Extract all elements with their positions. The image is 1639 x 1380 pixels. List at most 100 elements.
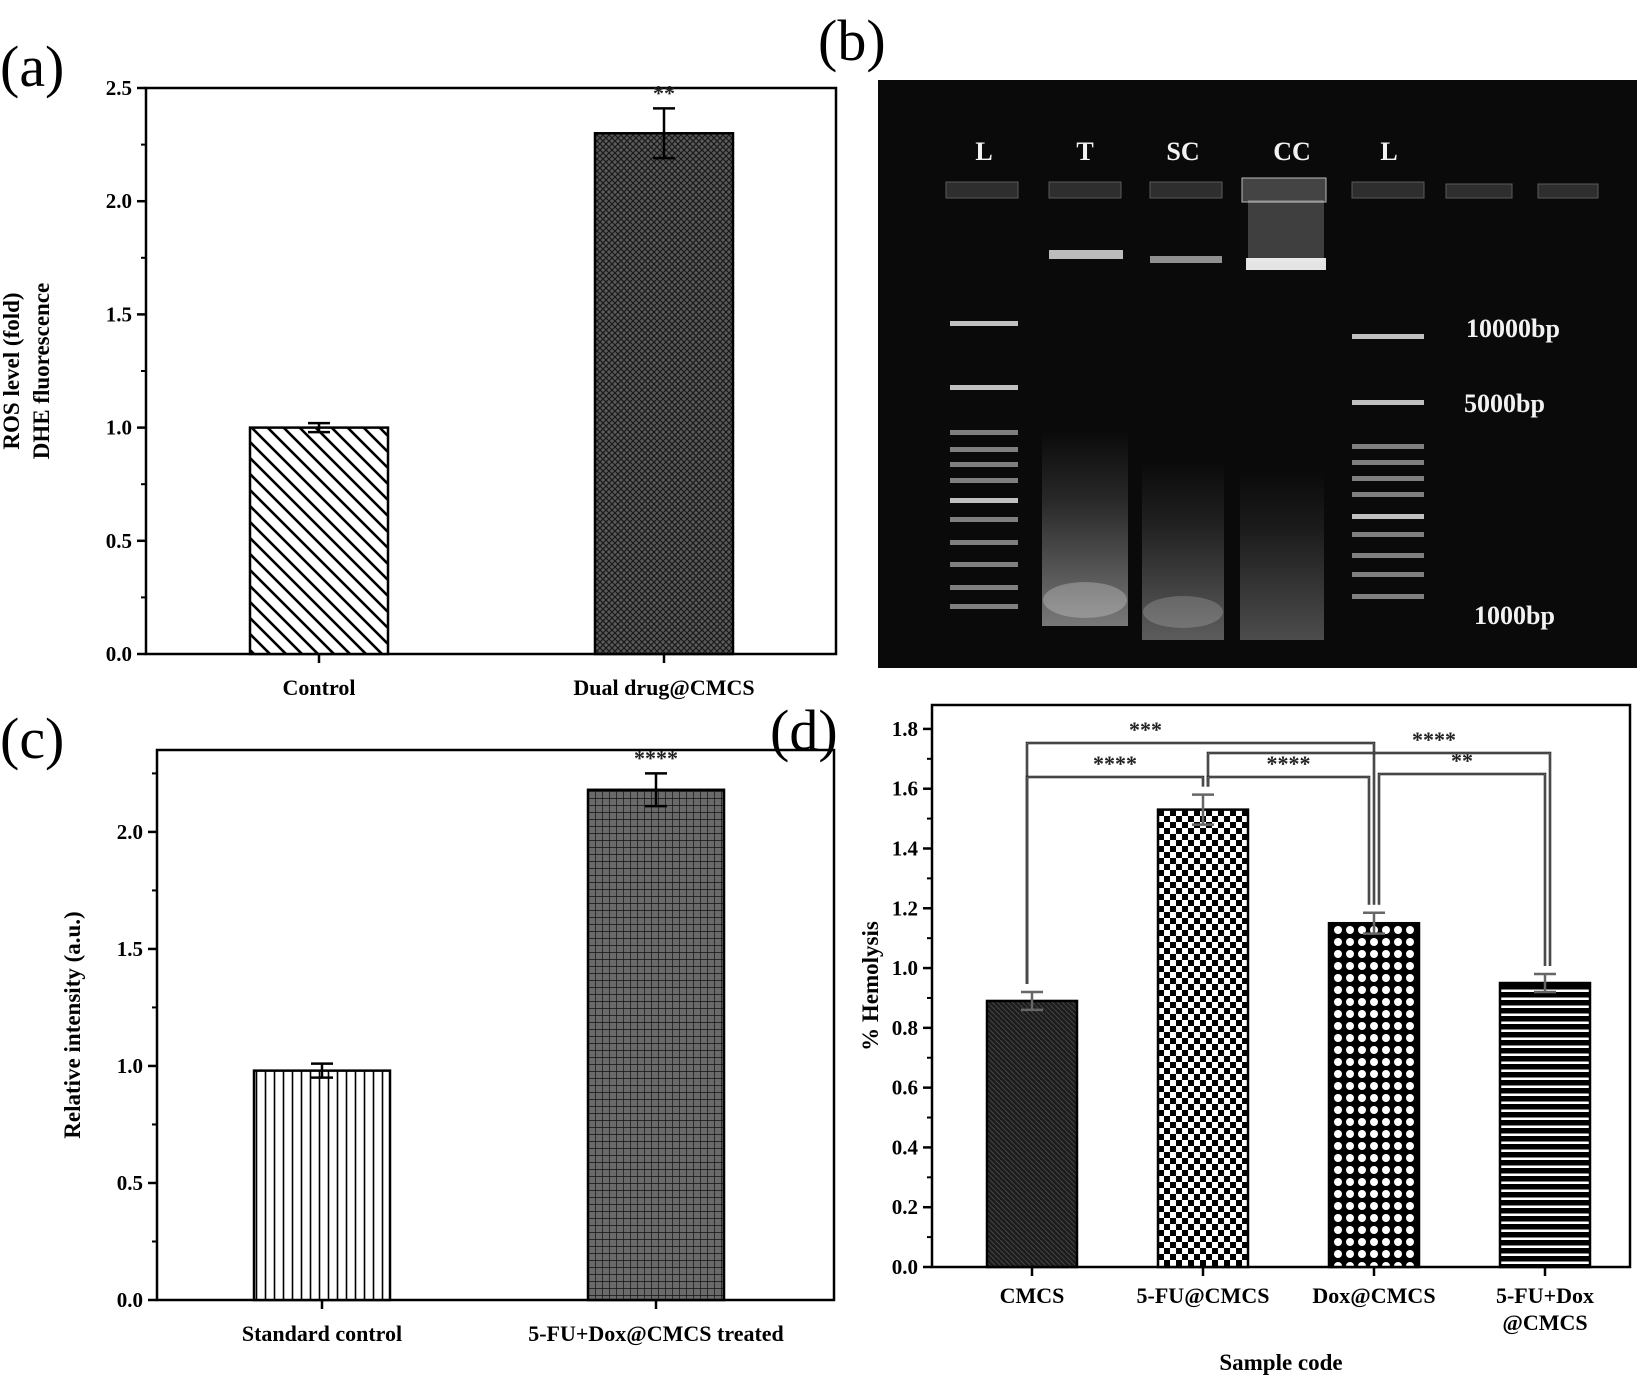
gel-lane-label: L bbox=[1380, 137, 1397, 166]
gel-marker-label: 1000bp bbox=[1474, 601, 1555, 630]
gel-wells bbox=[945, 177, 1599, 203]
d-y-tick-label: 1.0 bbox=[892, 956, 918, 980]
c-y-tick-label: 1.0 bbox=[117, 1054, 143, 1078]
gel-ladder-band bbox=[1352, 444, 1424, 449]
panel-label-a: (a) bbox=[0, 34, 64, 99]
c-y-tick-label: 0.5 bbox=[117, 1171, 143, 1195]
d-x-tick-label: Dox@CMCS bbox=[1312, 1283, 1435, 1308]
a-y-tick-label: 1.5 bbox=[106, 302, 132, 326]
chart-a-ros: 0.0 0.5 1.0 1.5 2.0 2.5 ROS level (fold) DHE fl… bbox=[0, 76, 838, 700]
a-y-tick-label: 0.5 bbox=[106, 529, 132, 553]
d-x-tick-label: 5-FU@CMCS bbox=[1137, 1283, 1270, 1308]
gel-smears bbox=[1042, 430, 1324, 640]
gel-ladder-band bbox=[950, 540, 1018, 545]
panel-label-d: (d) bbox=[770, 698, 838, 763]
gel-lane-label: T bbox=[1076, 137, 1093, 166]
gel-ladder-band bbox=[1352, 492, 1424, 497]
gel-ladder-band bbox=[1352, 532, 1424, 537]
d-comparison-bracket-highlight bbox=[1378, 773, 1546, 967]
c-significance-label: **** bbox=[634, 745, 678, 770]
c-plot-frame bbox=[155, 748, 836, 1302]
a-bar bbox=[593, 132, 735, 656]
a-y-tick-label: 2.5 bbox=[106, 76, 132, 100]
gel-ladder-band bbox=[1352, 400, 1424, 405]
c-y-tick-label: 2.0 bbox=[117, 820, 143, 844]
d-bar bbox=[1498, 981, 1592, 1269]
d-x-tick-label: 5-FU+Dox bbox=[1496, 1283, 1594, 1308]
gel-ladder-band bbox=[950, 517, 1018, 522]
d-x-tick-label: @CMCS bbox=[1502, 1310, 1587, 1335]
d-y-tick-label: 1.2 bbox=[892, 896, 918, 920]
gel-marker-label: 5000bp bbox=[1464, 389, 1545, 418]
gel-ladder-band bbox=[950, 478, 1018, 483]
gel-ladder-band bbox=[950, 498, 1018, 503]
d-comparison-label: *** bbox=[1129, 717, 1162, 742]
d-bar bbox=[985, 999, 1079, 1269]
d-y-tick-label: 0.2 bbox=[892, 1195, 918, 1219]
gel-ladder-band bbox=[950, 321, 1018, 326]
a-x-tick-label: Control bbox=[283, 675, 356, 700]
gel-marker-label: 10000bp bbox=[1466, 314, 1560, 343]
panel-label-c: (c) bbox=[0, 706, 64, 771]
d-y-axis-label: % Hemolysis bbox=[858, 921, 883, 1051]
d-y-tick-label: 1.8 bbox=[892, 717, 918, 741]
panel-label-b: (b) bbox=[818, 8, 886, 73]
gel-ladder-band bbox=[1352, 334, 1424, 339]
gel-genomic-bands bbox=[1049, 200, 1326, 270]
d-bar bbox=[1327, 921, 1421, 1269]
a-y-tick-label: 0.0 bbox=[106, 642, 132, 666]
gel-ladder-band bbox=[950, 430, 1018, 435]
c-x-tick-label: Standard control bbox=[242, 1321, 402, 1346]
d-comparison-bracket-highlight bbox=[1026, 776, 1204, 984]
d-comparison-bracket-highlight bbox=[1207, 776, 1370, 905]
a-bar bbox=[248, 426, 390, 656]
c-y-tick-label: 1.5 bbox=[117, 937, 143, 961]
gel-lane-label: CC bbox=[1273, 137, 1311, 166]
gel-ladder-band bbox=[1352, 514, 1424, 519]
gel-ladder-band bbox=[950, 585, 1018, 590]
d-y-tick-label: 0.0 bbox=[892, 1255, 918, 1279]
gel-lane-label: L bbox=[975, 137, 992, 166]
gel-ladder-band bbox=[950, 462, 1018, 467]
d-comparison-label: ** bbox=[1451, 748, 1473, 773]
chart-c-intensity: 0.0 0.5 1.0 1.5 2.0 Relative intensity (a.u.)… bbox=[60, 745, 836, 1346]
gel-ladder-band bbox=[950, 562, 1018, 567]
d-y-tick-label: 0.4 bbox=[892, 1135, 919, 1159]
a-y-tick-label: 2.0 bbox=[106, 189, 132, 213]
d-plot-frame bbox=[930, 703, 1632, 1269]
c-bar bbox=[586, 788, 726, 1302]
d-y-tick-label: 0.6 bbox=[892, 1076, 918, 1100]
d-x-axis-label: Sample code bbox=[1219, 1350, 1342, 1375]
c-y-axis-label: Relative intensity (a.u.) bbox=[60, 911, 85, 1138]
c-x-tick-label: 5-FU+Dox@CMCS treated bbox=[528, 1321, 784, 1346]
gel-ladder-left bbox=[950, 321, 1018, 609]
gel-ladder-band bbox=[1352, 460, 1424, 465]
d-comparison-bracket-highlight bbox=[1207, 752, 1551, 967]
a-y-axis-label: DHE fluorescence bbox=[29, 283, 54, 460]
gel-ladder-band bbox=[1352, 553, 1424, 558]
gel-ladder-band bbox=[950, 604, 1018, 609]
gel-ladder-band bbox=[950, 447, 1018, 452]
c-bar bbox=[252, 1069, 392, 1302]
d-y-tick-label: 1.6 bbox=[892, 777, 918, 801]
d-x-tick-label: CMCS bbox=[1000, 1283, 1065, 1308]
gel-electrophoresis-image: L T SC CC L 10000bp 5000bp 1000bp bbox=[878, 80, 1637, 668]
a-x-tick-label: Dual drug@CMCS bbox=[573, 675, 754, 700]
gel-ladder-right bbox=[1352, 334, 1424, 599]
a-y-tick-label: 1.0 bbox=[106, 416, 132, 440]
gel-ladder-band bbox=[1352, 476, 1424, 481]
d-comparison-label: **** bbox=[1093, 751, 1137, 776]
d-comparison-label: **** bbox=[1412, 727, 1456, 752]
d-y-tick-label: 0.8 bbox=[892, 1016, 918, 1040]
gel-ladder-band bbox=[950, 385, 1018, 390]
gel-lane-label: SC bbox=[1166, 137, 1199, 166]
c-y-tick-label: 0.0 bbox=[117, 1288, 143, 1312]
gel-ladder-band bbox=[1352, 594, 1424, 599]
a-y-axis-label: ROS level (fold) bbox=[0, 292, 24, 449]
chart-d-hemolysis: 0.0 0.2 0.4 0.6 0.8 1.0 1.2 1.4 1.6 1.8 % Hemolysi… bbox=[858, 703, 1632, 1375]
d-bar bbox=[1156, 808, 1250, 1269]
d-comparison-label: **** bbox=[1267, 751, 1311, 776]
d-y-tick-label: 1.4 bbox=[892, 836, 919, 860]
gel-ladder-band bbox=[1352, 572, 1424, 577]
